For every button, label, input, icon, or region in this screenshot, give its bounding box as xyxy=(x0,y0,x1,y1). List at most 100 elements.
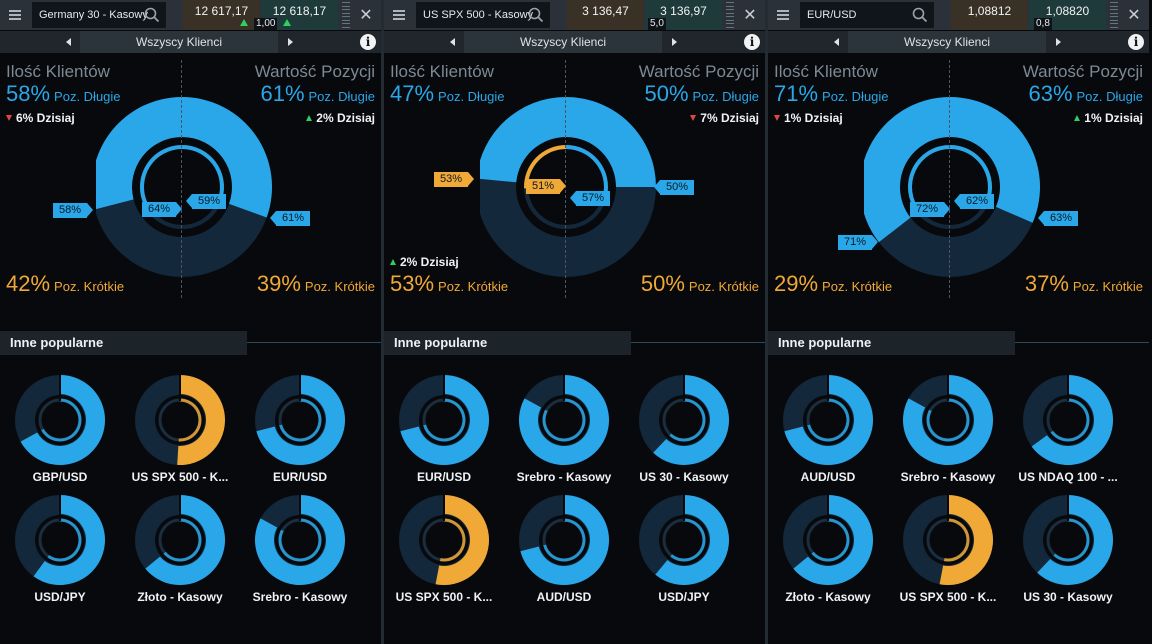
drag-handle[interactable] xyxy=(726,2,734,28)
popular-instrument-tile[interactable]: Srebro - Kasowy xyxy=(504,375,624,491)
menu-button[interactable] xyxy=(768,0,798,30)
popular-section-header: Inne popularne xyxy=(768,331,1015,355)
popular-instrument-name: AUD/USD xyxy=(800,470,856,484)
popular-instrument-tile[interactable]: Srebro - Kasowy xyxy=(240,495,360,611)
prev-filter-button[interactable] xyxy=(825,31,847,53)
clients-outer-tag: 71% xyxy=(838,235,879,250)
close-icon: ✕ xyxy=(743,7,757,24)
popular-instrument-tile[interactable]: US SPX 500 - K... xyxy=(120,375,240,491)
mini-sentiment-donut xyxy=(399,375,489,465)
value-daily-change: 2% Dzisiaj xyxy=(306,111,375,125)
arrow-down-icon xyxy=(690,115,697,121)
popular-instrument-tile[interactable]: US SPX 500 - K... xyxy=(384,495,504,611)
next-filter-button[interactable] xyxy=(1047,31,1069,53)
drag-handle[interactable] xyxy=(342,2,350,28)
search-icon[interactable] xyxy=(144,7,160,23)
popular-instrument-name: US 30 - Kasowy xyxy=(639,470,729,484)
close-icon: ✕ xyxy=(359,7,373,24)
hamburger-icon xyxy=(777,14,789,16)
hamburger-icon xyxy=(9,14,21,16)
info-icon[interactable]: i xyxy=(744,34,760,50)
instrument-selector[interactable]: Germany 30 - Kasowy xyxy=(32,2,166,28)
sell-price-button[interactable]: 12 617,17 xyxy=(183,0,260,30)
popular-instrument-name: Srebro - Kasowy xyxy=(900,470,996,484)
popular-instrument-tile[interactable]: US 30 - Kasowy xyxy=(1008,495,1128,611)
clients-inner-long-arc xyxy=(139,145,182,205)
mini-sentiment-donut xyxy=(783,375,873,465)
mini-sentiment-donut xyxy=(1023,495,1113,585)
clients-title: Ilość Klientów xyxy=(390,62,494,81)
client-filter[interactable]: Wszyscy Klienci xyxy=(464,31,662,53)
mini-long-arc xyxy=(256,375,345,465)
value-long-percent: 63% Poz. Długie xyxy=(1028,81,1143,106)
price-up-icon xyxy=(283,19,291,26)
value-inner-tag: 62% xyxy=(954,194,995,209)
value-outer-tag: 63% xyxy=(1038,211,1079,226)
drag-handle[interactable] xyxy=(1110,2,1118,28)
popular-instrument-tile[interactable]: GBP/USD xyxy=(0,375,120,491)
client-filter[interactable]: Wszyscy Klienci xyxy=(80,31,278,53)
next-filter-button[interactable] xyxy=(663,31,685,53)
value-short-percent: 50% Poz. Krótkie xyxy=(640,271,759,296)
menu-button[interactable] xyxy=(384,0,414,30)
mini-sentiment-donut xyxy=(519,375,609,465)
popular-instrument-tile[interactable]: Złoto - Kasowy xyxy=(768,495,888,611)
clients-outer-long-arc xyxy=(864,97,950,243)
value-inner-long-arc xyxy=(182,145,225,199)
close-button[interactable]: ✕ xyxy=(1121,0,1147,30)
popular-instrument-name: Srebro - Kasowy xyxy=(516,470,612,484)
popular-instrument-tile[interactable]: EUR/USD xyxy=(240,375,360,491)
arrow-up-icon xyxy=(390,259,396,265)
prev-filter-button[interactable] xyxy=(441,31,463,53)
sell-price: 12 617,17 xyxy=(194,4,249,18)
mini-sentiment-donut xyxy=(135,495,225,585)
menu-button[interactable] xyxy=(0,0,30,30)
mini-sentiment-donut xyxy=(783,495,873,585)
popular-instrument-tile[interactable]: US 30 - Kasowy xyxy=(624,375,744,491)
popular-instrument-tile[interactable]: USD/JPY xyxy=(0,495,120,611)
mini-sentiment-donut xyxy=(399,495,489,585)
clients-long-percent: 58% Poz. Długie xyxy=(6,81,121,106)
info-icon[interactable]: i xyxy=(360,34,376,50)
buy-price-button[interactable]: 3 136,97 xyxy=(645,0,722,30)
info-icon[interactable]: i xyxy=(1128,34,1144,50)
price-up-icon xyxy=(240,19,248,26)
popular-instrument-tile[interactable]: AUD/USD xyxy=(768,375,888,491)
search-icon[interactable] xyxy=(528,7,544,23)
clients-outer-tag: 53% xyxy=(434,172,475,187)
instrument-selector[interactable]: US SPX 500 - Kasowy xyxy=(416,2,550,28)
sentiment-panel: US SPX 500 - Kasowy 3 136,47 3 136,97 5,… xyxy=(384,0,765,644)
chevron-right-icon xyxy=(287,38,293,46)
value-inner-tag: 57% xyxy=(570,191,611,206)
buy-price: 12 618,17 xyxy=(272,4,327,18)
sell-price-button[interactable]: 1,08812 xyxy=(951,0,1028,30)
close-button[interactable]: ✕ xyxy=(737,0,763,30)
popular-instrument-tile[interactable]: Srebro - Kasowy xyxy=(888,375,1008,491)
popular-instrument-tile[interactable]: US SPX 500 - K... xyxy=(888,495,1008,611)
clients-short-percent: 42% Poz. Krótkie xyxy=(6,271,125,296)
search-icon[interactable] xyxy=(912,7,928,23)
client-filter[interactable]: Wszyscy Klienci xyxy=(848,31,1046,53)
value-outer-tag: 61% xyxy=(270,211,311,226)
mini-long-arc xyxy=(784,375,873,465)
close-button[interactable]: ✕ xyxy=(353,0,379,30)
sell-price-button[interactable]: 3 136,47 xyxy=(567,0,644,30)
popular-instrument-tile[interactable]: AUD/USD xyxy=(504,495,624,611)
next-filter-button[interactable] xyxy=(279,31,301,53)
mini-long-arc xyxy=(255,495,345,585)
prev-filter-button[interactable] xyxy=(57,31,79,53)
clients-inner-tag: 51% xyxy=(526,179,567,194)
popular-instrument-tile[interactable]: US NDAQ 100 - ... xyxy=(1008,375,1128,491)
instrument-selector[interactable]: EUR/USD xyxy=(800,2,934,28)
panel-divider xyxy=(765,0,768,644)
popular-instrument-tile[interactable]: EUR/USD xyxy=(384,375,504,491)
popular-instrument-tile[interactable]: Złoto - Kasowy xyxy=(120,495,240,611)
popular-instrument-name: USD/JPY xyxy=(34,590,86,604)
spread-value: 1,00 xyxy=(254,18,278,30)
clients-inner-tag: 64% xyxy=(142,202,183,217)
mini-long-arc xyxy=(793,495,873,585)
close-icon: ✕ xyxy=(1127,7,1141,24)
value-outer-long-arc xyxy=(950,97,1040,223)
popular-instrument-tile[interactable]: USD/JPY xyxy=(624,495,744,611)
popular-instrument-name: USD/JPY xyxy=(658,590,710,604)
